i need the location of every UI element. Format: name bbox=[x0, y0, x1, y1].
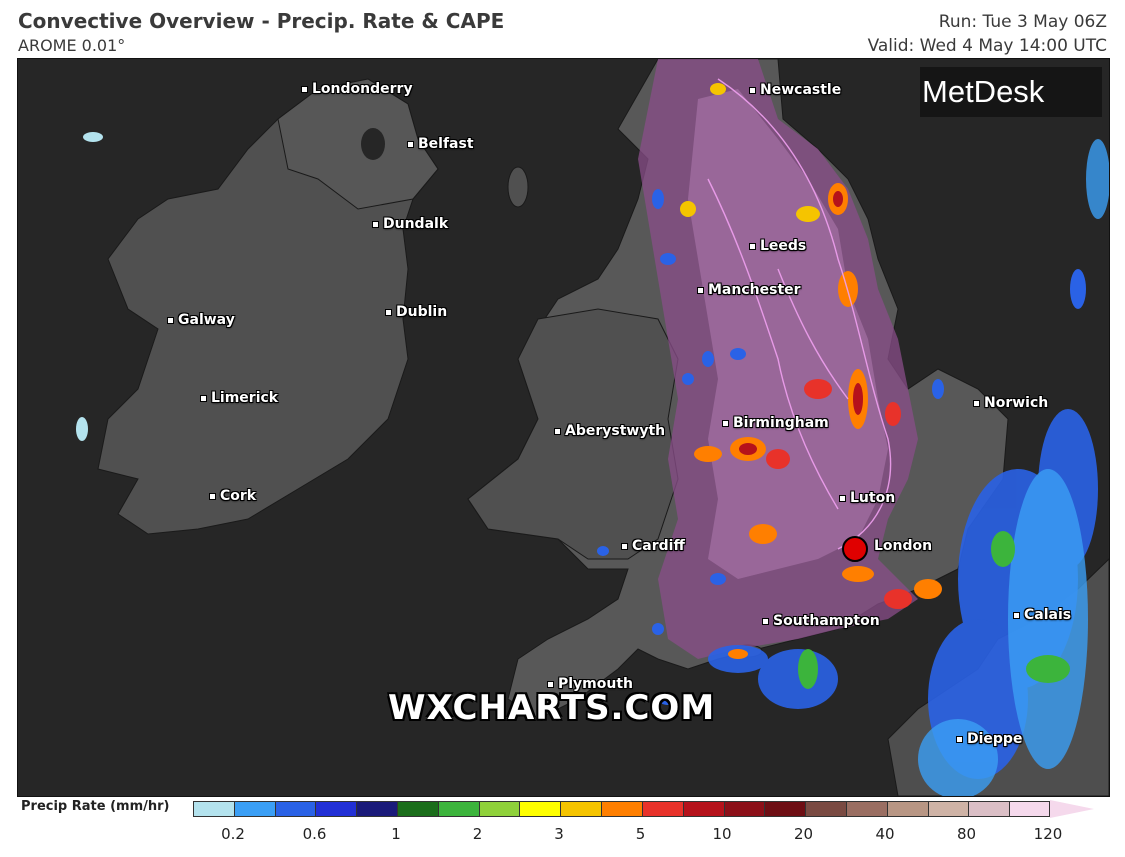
legend-color-cell bbox=[927, 801, 969, 817]
city-label-newcastle: Newcastle bbox=[749, 82, 841, 98]
precip-green-cells bbox=[798, 531, 1070, 689]
legend-overflow-arrow bbox=[1050, 800, 1094, 818]
legend-tick-label: 2 bbox=[472, 825, 483, 843]
metdesk-logo-text: MetDesk bbox=[922, 74, 1045, 109]
city-label-cork: Cork bbox=[209, 488, 256, 504]
legend-color-cell bbox=[723, 801, 765, 817]
city-label-limerick: Limerick bbox=[200, 390, 278, 406]
metdesk-starburst-icon bbox=[924, 67, 1110, 797]
legend-color-cell bbox=[1009, 801, 1051, 817]
city-dot bbox=[762, 617, 769, 625]
legend-color-cell bbox=[845, 801, 888, 817]
model-label: AROME 0.01° bbox=[18, 36, 126, 55]
london-highlight-marker bbox=[842, 536, 868, 562]
city-label-leeds: Leeds bbox=[749, 238, 806, 254]
city-dot bbox=[301, 85, 308, 93]
city-dot bbox=[200, 394, 207, 402]
city-dot bbox=[749, 86, 756, 94]
legend-tick-label: 80 bbox=[956, 825, 977, 843]
city-label-southampton: Southampton bbox=[762, 613, 880, 629]
city-label-manchester: Manchester bbox=[697, 282, 801, 298]
legend-tick-label: 0.6 bbox=[302, 825, 327, 843]
legend-color-cell bbox=[601, 801, 643, 817]
legend-tick-label: 40 bbox=[875, 825, 895, 843]
city-label-birmingham: Birmingham bbox=[722, 415, 829, 431]
city-label-aberystwyth: Aberystwyth bbox=[554, 423, 665, 439]
city-label-dundalk: Dundalk bbox=[372, 216, 448, 232]
city-dot bbox=[697, 286, 704, 294]
city-dot bbox=[621, 542, 628, 550]
legend-color-cell bbox=[519, 801, 561, 817]
legend-color-cell bbox=[274, 801, 316, 817]
legend-color-cell bbox=[764, 801, 806, 817]
city-label-luton: Luton bbox=[839, 490, 895, 506]
city-dot bbox=[839, 494, 846, 502]
run-time: Run: Tue 3 May 06Z bbox=[938, 12, 1107, 32]
city-label-belfast: Belfast bbox=[407, 136, 474, 152]
city-label-londonderry: Londonderry bbox=[301, 81, 413, 97]
city-dot bbox=[372, 220, 379, 228]
legend-tick-label: 20 bbox=[793, 825, 814, 843]
legend-tick-label: 3 bbox=[554, 825, 564, 843]
legend-color-cell bbox=[233, 801, 276, 817]
cape-contours bbox=[707, 78, 892, 550]
city-dot bbox=[209, 492, 216, 500]
valid-time: Valid: Wed 4 May 14:00 UTC bbox=[867, 36, 1107, 56]
city-dot bbox=[722, 419, 729, 427]
city-label-galway: Galway bbox=[167, 312, 235, 328]
city-dot bbox=[1013, 611, 1020, 619]
city-dot bbox=[956, 735, 963, 743]
legend-title: Precip Rate (mm/hr) bbox=[21, 799, 170, 814]
wxcharts-watermark: WXCHARTS.COM bbox=[388, 688, 716, 728]
weather-map[interactable]: MetDesk Londonderry Newcastle Belfast Du… bbox=[17, 58, 1110, 797]
city-label-cardiff: Cardiff bbox=[621, 538, 685, 554]
legend-color-cell bbox=[356, 801, 398, 817]
city-label-london: London bbox=[874, 538, 933, 554]
city-dot bbox=[547, 680, 554, 688]
legend-tick-label: 10 bbox=[712, 825, 732, 843]
precip-convective-cells bbox=[680, 83, 942, 659]
legend-color-cell bbox=[641, 801, 684, 817]
city-dot bbox=[407, 140, 414, 148]
city-label-norwich: Norwich bbox=[973, 395, 1048, 411]
legend-color-cell bbox=[193, 801, 235, 817]
legend-color-cell bbox=[886, 801, 929, 817]
legend-color-cell bbox=[397, 801, 439, 817]
legend-color-cell bbox=[805, 801, 847, 817]
metdesk-logo: MetDesk bbox=[920, 67, 1102, 117]
legend-color-cell bbox=[315, 801, 357, 817]
city-label-dublin: Dublin bbox=[385, 304, 447, 320]
legend-color-cell bbox=[437, 801, 480, 817]
legend-tick-label: 5 bbox=[635, 825, 646, 843]
precip-light-band bbox=[918, 139, 1109, 796]
city-dot bbox=[385, 308, 392, 316]
legend-color-cell bbox=[968, 801, 1010, 817]
land-isle-of-man bbox=[507, 166, 529, 208]
legend-color-cell bbox=[682, 801, 724, 817]
legend-color-cell bbox=[560, 801, 602, 817]
city-dot bbox=[973, 399, 980, 407]
city-label-plymouth: Plymouth bbox=[547, 676, 633, 692]
legend-color-cell bbox=[478, 801, 520, 817]
legend-tick-label: 1 bbox=[391, 825, 401, 843]
city-label-calais: Calais bbox=[1013, 607, 1071, 623]
precip-scattered-cells bbox=[76, 132, 1086, 705]
land-northern-ireland bbox=[277, 78, 439, 210]
city-dot bbox=[554, 427, 561, 435]
legend-tick-label: 120 bbox=[1033, 825, 1063, 843]
chart-title: Convective Overview - Precip. Rate & CAP… bbox=[18, 9, 505, 33]
map-canvas bbox=[76, 59, 1109, 796]
city-dot bbox=[167, 316, 174, 324]
lake-lough-neagh bbox=[361, 128, 385, 160]
city-label-dieppe: Dieppe bbox=[956, 731, 1022, 747]
city-dot bbox=[749, 242, 756, 250]
legend-tick-label: 0.2 bbox=[221, 825, 245, 843]
